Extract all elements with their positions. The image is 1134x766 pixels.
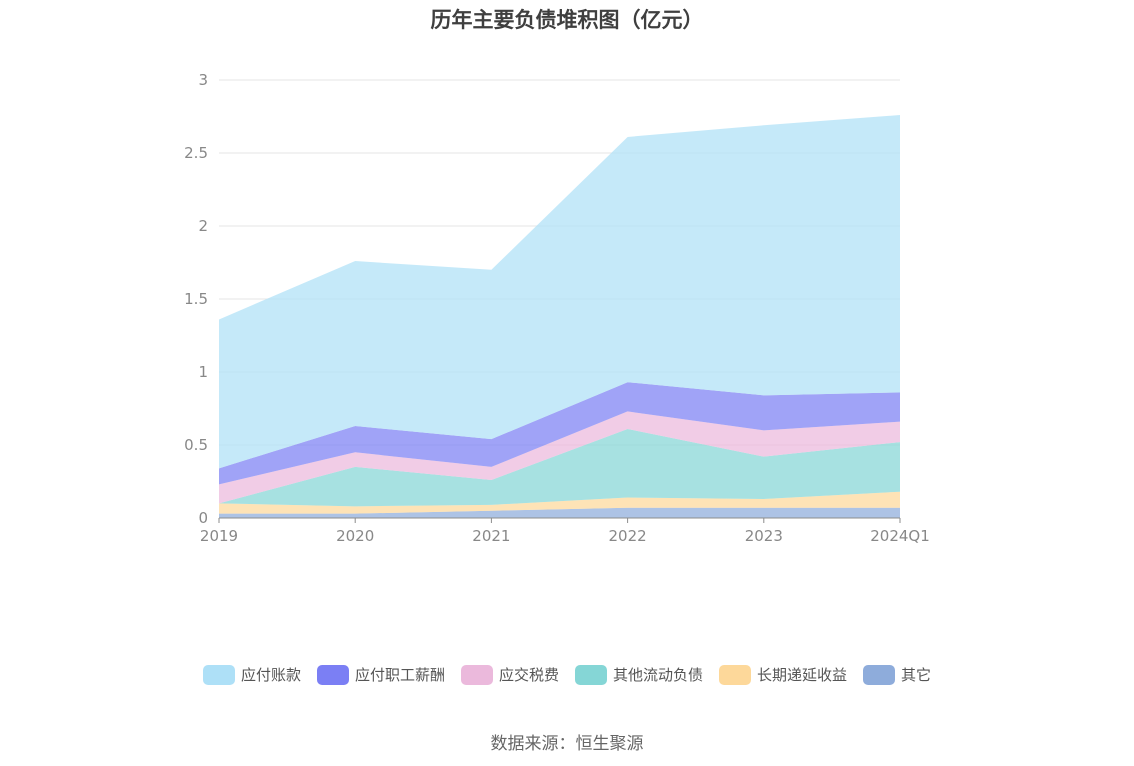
y-tick-label: 1 [198, 363, 208, 381]
legend-label: 应付账款 [240, 666, 301, 684]
legend-label: 其他流动负债 [613, 666, 704, 684]
area-series-长期递延收益 [219, 491, 900, 514]
legend-item[interactable]: 应付账款 [202, 664, 301, 685]
y-tick-label: 3 [198, 71, 208, 89]
y-tick-label: 0 [198, 509, 208, 527]
y-tick-label: 1.5 [184, 290, 208, 308]
legend-item[interactable]: 其它 [863, 664, 931, 685]
legend-item[interactable]: 其他流动负债 [575, 664, 703, 685]
y-tick-label: 2.5 [184, 144, 208, 162]
x-tick-label: 2020 [336, 527, 374, 545]
x-tick-label: 2023 [745, 527, 783, 545]
legend-label: 应交税费 [498, 666, 559, 684]
chart-legend: 应付账款 应付职工薪酬 应交税费 其他流动负债 长期递延收益 其它 [0, 664, 1134, 685]
chart-title: 历年主要负债堆积图（亿元） [430, 8, 704, 32]
legend-label: 长期递延收益 [757, 666, 848, 684]
legend-swatch [316, 664, 349, 685]
legend-swatch [460, 664, 493, 685]
legend-swatch [202, 664, 235, 685]
legend-label: 其它 [901, 666, 932, 684]
stacked-area-chart: 0 0.5 1 1.5 2 2.5 3 2019 2020 2021 2022 2023 2024Q1 [184, 71, 930, 545]
x-tick-label: 2022 [609, 527, 647, 545]
area-series-应付账款 [219, 115, 900, 469]
x-tick-label: 2019 [200, 527, 238, 545]
legend-swatch [863, 664, 896, 685]
legend-item[interactable]: 应交税费 [460, 664, 559, 685]
y-tick-label: 0.5 [184, 436, 208, 454]
area-series-应交税费 [219, 411, 900, 504]
y-tick-label: 2 [198, 217, 208, 235]
legend-swatch [575, 664, 607, 685]
area-series-其他流动负债 [219, 428, 900, 507]
legend-item[interactable]: 应付职工薪酬 [316, 664, 445, 685]
legend-label: 应付职工薪酬 [354, 666, 445, 684]
x-tick-label: 2024Q1 [870, 527, 930, 545]
legend-swatch [719, 664, 752, 685]
area-series-其它 [219, 507, 900, 518]
area-series-应付职工薪酬 [219, 382, 900, 485]
legend-item[interactable]: 长期递延收益 [719, 664, 847, 685]
x-tick-label: 2021 [472, 527, 510, 545]
data-source: 数据来源：恒生聚源 [490, 734, 644, 754]
